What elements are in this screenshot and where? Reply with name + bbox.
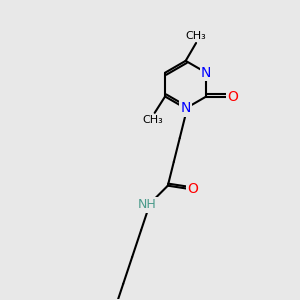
Text: NH: NH <box>138 199 156 212</box>
Text: CH₃: CH₃ <box>143 115 164 125</box>
Text: N: N <box>201 66 211 80</box>
Text: CH₃: CH₃ <box>186 31 206 40</box>
Text: N: N <box>181 101 191 116</box>
Text: O: O <box>228 89 238 103</box>
Text: O: O <box>188 182 199 196</box>
